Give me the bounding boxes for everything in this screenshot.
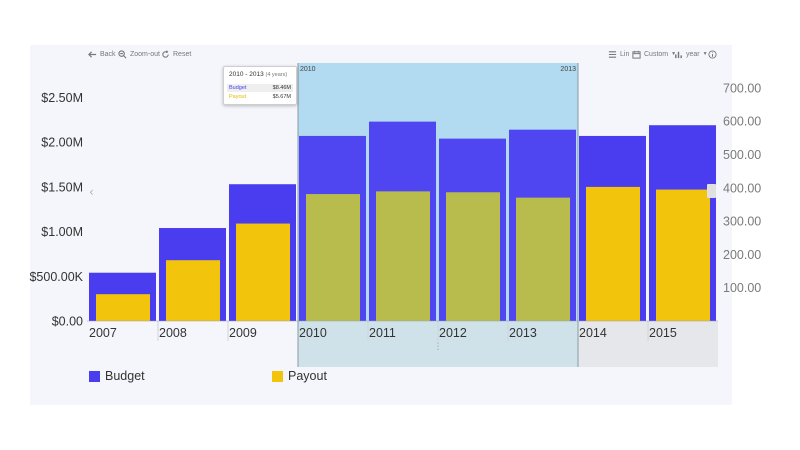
tooltip-row-label: Payout <box>229 94 247 100</box>
selection-end-label: 2013 <box>560 66 576 73</box>
y-right-tick-label: 400.00 <box>723 181 761 195</box>
legend-item-payout[interactable]: Payout <box>272 369 327 383</box>
tooltip-row-payout: Payout $5.67M <box>227 93 293 101</box>
zoom-out-icon <box>118 49 127 58</box>
tooltip: 2010 - 2013 (4 years) Budget $8.46M Payo… <box>223 66 297 105</box>
x-tick-label: 2012 <box>439 326 467 340</box>
tooltip-row-value: $8.46M <box>272 85 291 91</box>
y-right-tick-label: 300.00 <box>723 215 761 229</box>
x-tick-label: 2013 <box>509 326 537 340</box>
bar-payout-2012[interactable] <box>446 192 500 321</box>
x-tick-label: 2015 <box>649 326 677 340</box>
tooltip-row-budget: Budget $8.46M <box>227 84 293 92</box>
scale-label: Lin <box>620 50 630 58</box>
y-left-tick-label: $500.00K <box>29 270 83 284</box>
legend-item-budget[interactable]: Budget <box>89 369 145 383</box>
scale-button[interactable]: Lin <box>608 47 629 61</box>
selection-start-label: 2010 <box>300 66 316 73</box>
bar-payout-2015[interactable] <box>656 189 710 321</box>
chevron-down-icon: ▼ <box>702 51 708 57</box>
bar-payout-2009[interactable] <box>236 223 290 321</box>
selection-drag-handle[interactable]: ⋮ <box>434 341 443 351</box>
x-tick-label: 2009 <box>229 326 257 340</box>
y-right-tick-label: 500.00 <box>723 148 761 162</box>
legend-swatch-budget <box>89 370 100 382</box>
x-tick-label: 2014 <box>579 326 607 340</box>
zoom-out-label: Zoom-out <box>130 50 160 58</box>
chevron-down-icon: ▼ <box>671 51 677 57</box>
bar-payout-2013[interactable] <box>516 197 570 321</box>
info-icon <box>708 49 717 59</box>
x-tick-label: 2010 <box>299 326 327 340</box>
y-left-tick-label: $0.00 <box>52 315 83 329</box>
back-label: Back <box>100 50 116 58</box>
info-button[interactable] <box>708 47 717 61</box>
y-right-tick-label: 200.00 <box>723 248 761 262</box>
bar-payout-2010[interactable] <box>306 194 360 321</box>
tooltip-subtitle: (4 years) <box>265 72 288 78</box>
y-left-tick-label: $1.50M <box>41 180 83 194</box>
zoom-out-button[interactable]: Zoom-out <box>118 47 160 61</box>
bar-chart-icon <box>675 51 682 58</box>
reset-icon <box>162 49 169 58</box>
bar-payout-2014[interactable] <box>586 186 640 321</box>
tooltip-row-value: $5.67M <box>272 94 291 100</box>
calendar-icon <box>632 50 641 59</box>
period-dropdown[interactable]: year ▼ <box>674 47 708 61</box>
y-right-tick-label: 700.00 <box>723 81 761 95</box>
chevron-left-icon[interactable]: ‹ <box>89 185 94 199</box>
reset-button[interactable]: Reset <box>161 47 191 61</box>
back-icon <box>88 50 97 58</box>
range-dropdown[interactable]: Custom ▼ <box>632 47 676 61</box>
list-icon <box>608 50 617 58</box>
y-right-tick-label: 600.00 <box>723 115 761 129</box>
y-left-tick-label: $2.50M <box>41 91 83 105</box>
period-label: year <box>686 50 700 58</box>
reset-label: Reset <box>173 50 192 58</box>
y-left-tick-label: $2.00M <box>41 136 83 150</box>
legend-label-payout: Payout <box>288 369 327 383</box>
bar-payout-2008[interactable] <box>166 260 220 321</box>
legend-label-budget: Budget <box>105 369 145 383</box>
tooltip-title: 2010 - 2013 <box>229 71 264 78</box>
bar-payout-2007[interactable] <box>96 294 150 321</box>
scroll-right-handle[interactable] <box>707 184 716 198</box>
legend-swatch-payout <box>272 370 283 382</box>
bar-payout-2011[interactable] <box>376 191 430 321</box>
x-tick-label: 2007 <box>89 326 117 340</box>
x-tick-label: 2008 <box>159 326 187 340</box>
range-label: Custom <box>644 50 669 58</box>
x-tick-label: 2011 <box>369 326 396 340</box>
y-left-tick-label: $1.00M <box>41 225 83 239</box>
back-button[interactable]: Back <box>88 47 116 61</box>
tooltip-row-label: Budget <box>229 85 247 91</box>
y-right-tick-label: 100.00 <box>723 281 761 295</box>
